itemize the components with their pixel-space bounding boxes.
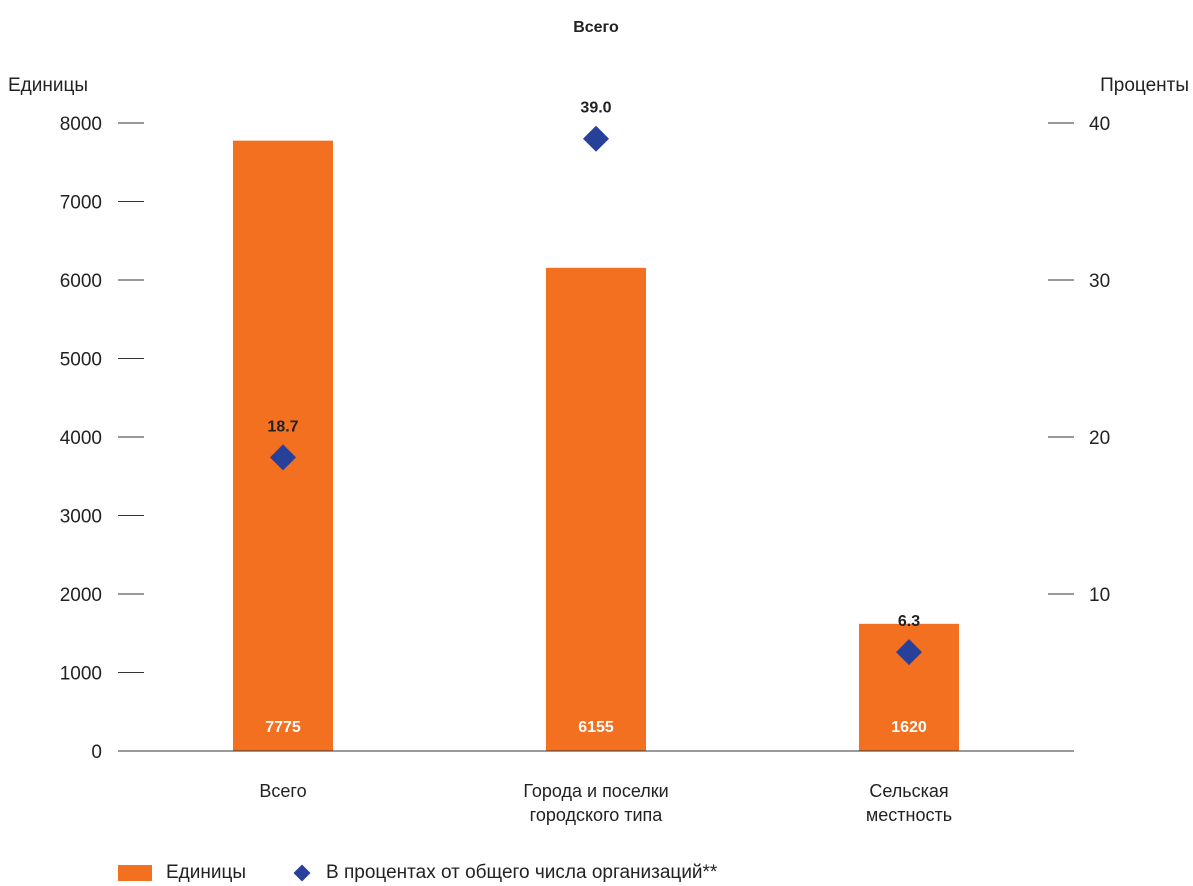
point-marker: [270, 444, 296, 471]
bar-value-label: 6155: [578, 719, 614, 736]
legend-swatch-bar: [118, 865, 152, 881]
legend-swatch-diamond: [293, 864, 311, 882]
point-marker: [583, 125, 609, 152]
point-marker: [896, 639, 922, 666]
point-value-label: 39.0: [580, 100, 611, 117]
y-left-tick-label: 0: [91, 742, 102, 763]
chart-title: Всего: [573, 19, 619, 36]
bar: [546, 267, 646, 751]
legend-label-units: Единицы: [166, 862, 247, 883]
y-left-tick-label: 3000: [60, 507, 102, 528]
y-axis-right-title: Проценты: [1100, 75, 1189, 96]
x-tick-label: городского типа: [530, 805, 664, 825]
bar-value-label: 7775: [265, 719, 301, 736]
y-left-tick-label: 8000: [60, 114, 102, 135]
y-left-tick-label: 1000: [60, 664, 102, 685]
x-tick-label: местность: [866, 805, 952, 825]
legend-item-units: Единицы: [118, 862, 246, 884]
point-value-label: 18.7: [267, 418, 298, 435]
bar-value-label: 1620: [891, 719, 927, 736]
y-axis-left-title: Единицы: [8, 75, 88, 96]
y-left-tick-label: 6000: [60, 271, 102, 292]
legend: Единицы В процентах от общего числа орга…: [118, 862, 761, 884]
legend-item-percent: В процентах от общего числа организаций*…: [290, 862, 717, 884]
x-tick-label: Всего: [259, 781, 306, 801]
y-right-tick-label: 40: [1089, 114, 1110, 135]
y-left-tick-label: 2000: [60, 585, 102, 606]
y-right-tick-label: 30: [1089, 271, 1110, 292]
point-value-label: 6.3: [898, 613, 920, 630]
y-right-tick-label: 20: [1089, 428, 1110, 449]
x-tick-label: Города и поселки: [523, 781, 668, 801]
x-tick-label: Сельская: [869, 781, 948, 801]
y-right-tick-label: 10: [1089, 585, 1110, 606]
y-left-tick-label: 4000: [60, 428, 102, 449]
y-left-tick-label: 5000: [60, 350, 102, 371]
legend-label-percent: В процентах от общего числа организаций*…: [326, 862, 718, 883]
y-left-tick-label: 7000: [60, 193, 102, 214]
